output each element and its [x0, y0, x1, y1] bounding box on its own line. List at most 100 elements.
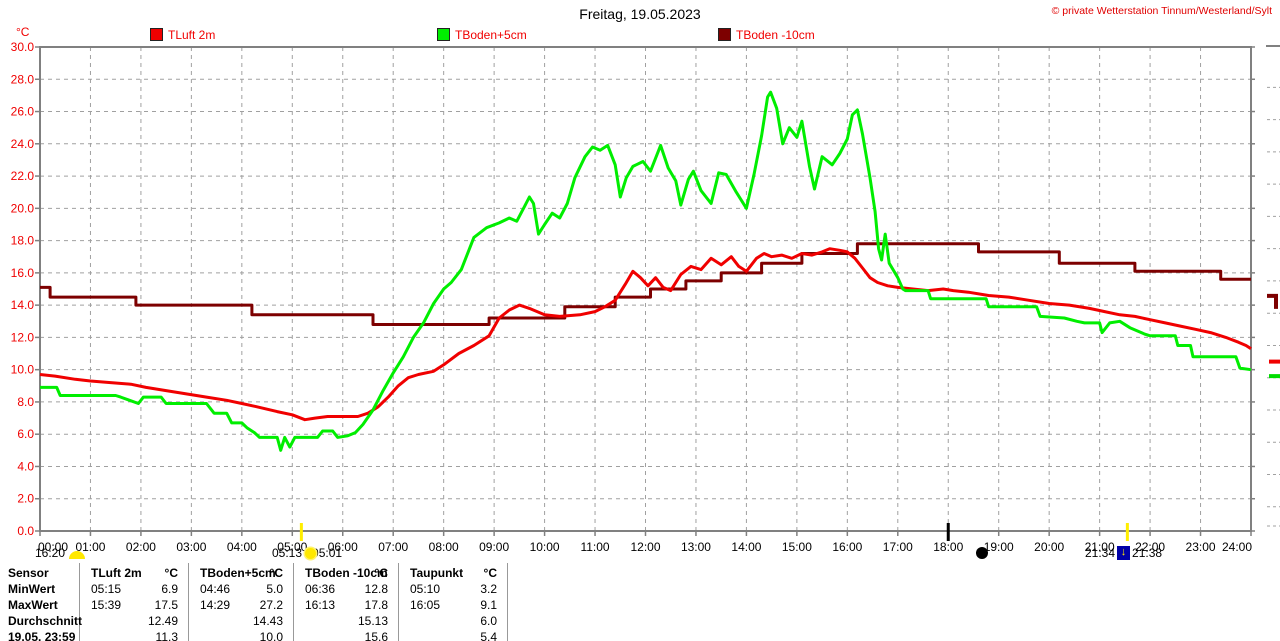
legend-label: TBoden -10cm — [736, 27, 815, 42]
table-cell-value: 15.13 — [357, 614, 388, 628]
y-tick-label: 30.0 — [11, 40, 35, 54]
table-row-label: MinWert — [8, 582, 56, 596]
x-tick-label: 06:00 — [328, 540, 358, 554]
table-cell-time: 04:46 — [200, 582, 231, 596]
y-tick-label: 12.0 — [11, 330, 35, 344]
table-cell-value: 17.5 — [154, 598, 178, 612]
x-tick-label: 04:00 — [227, 540, 257, 554]
temperature-chart: 30.0 28.0 26.0 24.0 22.0 20.0 18.0 16.0 14.0 12.0… — [11, 40, 1280, 554]
table-column-divider — [293, 563, 294, 641]
x-tick-label: 10:00 — [530, 540, 560, 554]
table-col-unit: °C — [164, 566, 178, 580]
table-cell-value: 12.49 — [147, 614, 178, 628]
y-tick-label: 26.0 — [11, 105, 35, 119]
sunset-arrow-icon: ↓ — [1117, 546, 1131, 560]
legend-item-tboden10: TBoden -10cm — [718, 27, 815, 42]
table-cell-value: 9.1 — [480, 598, 497, 612]
sunrise-time2: 05:01 — [312, 546, 343, 560]
table-cell-time: 15:39 — [91, 598, 122, 612]
tboden10-legend-swatch-icon — [718, 28, 731, 41]
y-tick-label: 14.0 — [11, 298, 35, 312]
sun-icon — [305, 547, 317, 559]
table-column-divider — [188, 563, 189, 641]
table-cell-time: 05:10 — [410, 582, 441, 596]
table-cell-value: 27.2 — [259, 598, 283, 612]
sunrise-time: 05:13 — [272, 546, 303, 560]
x-tick-label: 24:00 — [1222, 540, 1252, 554]
table-cell-value: 15.6 — [364, 630, 388, 641]
table-cell-value: 5.0 — [266, 582, 283, 596]
x-tick-label: 16:00 — [832, 540, 862, 554]
x-tick-label: 02:00 — [126, 540, 156, 554]
table-col-unit: °C — [374, 566, 388, 580]
page-title: Freitag, 19.05.2023 — [579, 6, 701, 22]
x-tick-label: 23:00 — [1186, 540, 1216, 554]
table-cell-value: 6.9 — [161, 582, 178, 596]
table-col-header: TLuft 2m — [91, 566, 142, 580]
table-cell-time: 14:29 — [200, 598, 231, 612]
table-column-divider — [398, 563, 399, 641]
x-tick-label: 01:00 — [75, 540, 105, 554]
x-tick-label: 07:00 — [378, 540, 408, 554]
y-tick-label: 22.0 — [11, 169, 35, 183]
x-tick-label: 05:00 — [277, 540, 307, 554]
x-tick-label: 00:00 — [38, 540, 68, 554]
x-tick-label: 18:00 — [933, 540, 963, 554]
half-sun-icon — [69, 551, 86, 559]
table-cell-time: 06:36 — [305, 582, 336, 596]
x-tick-label: 11:00 — [580, 540, 609, 554]
y-tick-label: 8.0 — [17, 395, 34, 409]
x-tick-label: 03:00 — [176, 540, 206, 554]
table-cell-value: 14.43 — [252, 614, 283, 628]
series-tboden-10cm — [40, 242, 1251, 326]
table-cell-value: 6.0 — [480, 614, 497, 628]
y-tick-label: 28.0 — [11, 72, 35, 86]
table-cell-value: 17.8 — [364, 598, 388, 612]
y-tick-label: 20.0 — [11, 201, 35, 215]
copyright-text: © private Wetterstation Tinnum/Westerlan… — [1051, 5, 1272, 17]
y-tick-label: 0.0 — [17, 524, 34, 538]
plot-border — [39, 46, 1252, 532]
table-cell-value: 10.0 — [259, 630, 283, 641]
tboden5-marker — [1269, 374, 1280, 379]
moon-event-time: 16:20 — [35, 546, 66, 560]
sunset-time2: 21:38 — [1132, 546, 1163, 560]
table-column-divider — [79, 563, 80, 641]
tluft-marker — [1269, 359, 1280, 364]
table-row-label: 19.05. 23:59 — [8, 630, 76, 641]
sunrise-annotation: 05:13 05:01 — [272, 546, 342, 560]
tluft-legend-swatch-icon — [150, 28, 163, 41]
legend-item-tluft: TLuft 2m — [150, 27, 216, 42]
x-tick-label: 13:00 — [681, 540, 711, 554]
table-col-unit: °C — [483, 566, 497, 580]
table-cell-value: 5.4 — [480, 630, 497, 641]
table-cell-time: 16:13 — [305, 598, 336, 612]
table-col-unit: °C — [269, 566, 283, 580]
legend-item-tboden5: TBoden+5cm — [437, 28, 527, 42]
x-tick-label: 15:00 — [782, 540, 812, 554]
legend-label: TLuft 2m — [168, 27, 216, 42]
sunset-time: 21:34 — [1085, 546, 1116, 560]
y-tick-label: 2.0 — [17, 492, 34, 506]
x-tick-label: 19:00 — [984, 540, 1014, 554]
series-tboden-5cm — [40, 90, 1252, 452]
x-tick-label: 14:00 — [731, 540, 761, 554]
table-corner-label: Sensor — [8, 566, 49, 580]
table-cell-value: 11.3 — [155, 630, 178, 641]
tboden10-marker — [1267, 293, 1278, 309]
new-moon-annotation — [976, 546, 988, 560]
tboden5-legend-swatch-icon — [437, 28, 450, 41]
table-cell-time: 16:05 — [410, 598, 441, 612]
table-column-divider — [507, 563, 508, 641]
x-tick-label: 08:00 — [429, 540, 459, 554]
x-tick-label: 21:00 — [1085, 540, 1115, 554]
y-tick-label: 18.0 — [11, 234, 35, 248]
table-cell-value: 12.8 — [364, 582, 388, 596]
series-tluft-2m — [39, 247, 1252, 422]
table-row-label: Durchschnitt — [8, 614, 83, 628]
x-tick-label: 09:00 — [479, 540, 509, 554]
y-tick-label: 4.0 — [17, 459, 34, 473]
sunset-annotation: 21:34 ↓ 21:38 — [1085, 546, 1162, 560]
table-col-header: TBoden+5cm — [200, 566, 276, 580]
